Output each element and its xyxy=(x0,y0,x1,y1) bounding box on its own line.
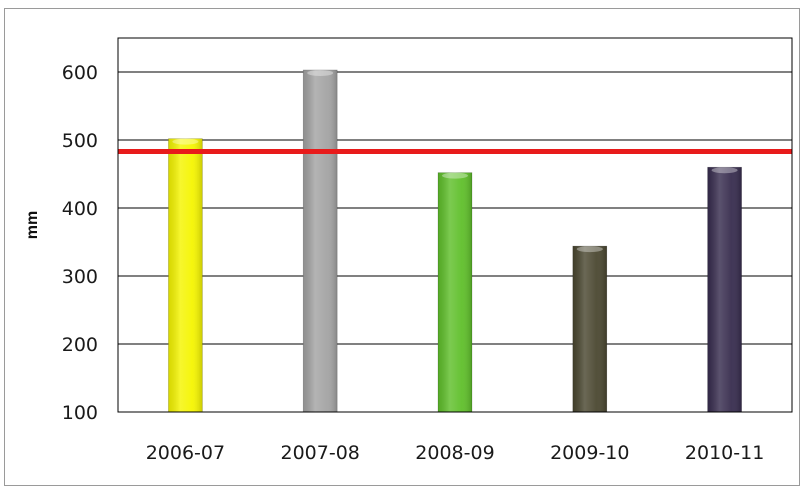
y-axis-label: mm xyxy=(24,211,41,239)
bar-cap-highlight xyxy=(576,246,603,253)
x-tick-label: 2009-10 xyxy=(550,442,629,464)
y-tick-label: 500 xyxy=(62,130,98,152)
bar-shading xyxy=(303,69,338,413)
bar-shading xyxy=(572,246,607,412)
bar-shading xyxy=(168,138,203,412)
y-tick-labels: 100 200 300 400 500 600 xyxy=(62,62,98,424)
y-tick-label: 400 xyxy=(62,198,98,220)
bar-cap-highlight xyxy=(172,138,199,145)
chart-frame xyxy=(4,8,800,486)
y-tick-label: 600 xyxy=(62,62,98,84)
y-tick-label: 300 xyxy=(62,266,98,288)
bar-cap-highlight xyxy=(711,167,738,174)
x-tick-labels: 2006-07 2007-08 2008-09 2009-10 2010-11 xyxy=(146,442,765,464)
x-tick-label: 2006-07 xyxy=(146,442,225,464)
bar-shading xyxy=(438,172,472,412)
x-tick-label: 2008-09 xyxy=(415,442,494,464)
y-tick-label: 100 xyxy=(62,402,98,424)
bar-cap-highlight xyxy=(442,172,468,179)
plot-area-border xyxy=(117,37,793,413)
bar-cap-highlight xyxy=(307,69,334,76)
x-tick-label: 2010-11 xyxy=(685,442,764,464)
x-tick-label: 2007-08 xyxy=(281,442,360,464)
y-tick-label: 200 xyxy=(62,334,98,356)
bars xyxy=(168,69,742,413)
bar-shading xyxy=(707,167,742,412)
